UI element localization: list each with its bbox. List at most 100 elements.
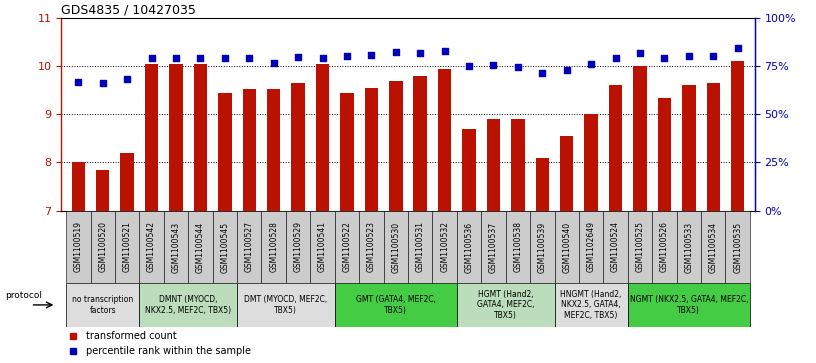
Text: NGMT (NKX2.5, GATA4, MEF2C,
TBX5): NGMT (NKX2.5, GATA4, MEF2C, TBX5): [630, 295, 748, 315]
Text: GSM1100541: GSM1100541: [318, 221, 327, 272]
Bar: [121, 153, 134, 211]
Text: GSM1100531: GSM1100531: [415, 221, 424, 272]
Bar: [237, 283, 335, 327]
Bar: [408, 211, 432, 283]
Point: [609, 55, 622, 61]
Point: [145, 55, 158, 61]
Bar: [414, 76, 427, 211]
Bar: [340, 93, 353, 211]
Bar: [164, 211, 188, 283]
Bar: [457, 283, 555, 327]
Bar: [365, 88, 378, 211]
Text: protocol: protocol: [5, 291, 42, 300]
Bar: [603, 211, 628, 283]
Point: [633, 50, 646, 56]
Text: GSM1100542: GSM1100542: [147, 221, 156, 272]
Bar: [438, 69, 451, 211]
Text: GSM1100534: GSM1100534: [709, 221, 718, 273]
Point: [121, 76, 134, 82]
Bar: [682, 86, 695, 211]
Bar: [72, 163, 85, 211]
Point: [731, 45, 744, 51]
Bar: [335, 211, 359, 283]
Text: GSM1100544: GSM1100544: [196, 221, 205, 273]
Bar: [584, 114, 598, 211]
Bar: [487, 119, 500, 211]
Bar: [628, 283, 750, 327]
Point: [707, 53, 720, 58]
Bar: [560, 136, 574, 211]
Point: [291, 54, 304, 60]
Bar: [213, 211, 237, 283]
Point: [658, 55, 671, 61]
Text: no transcription
factors: no transcription factors: [72, 295, 133, 315]
Point: [316, 55, 329, 61]
Bar: [481, 211, 506, 283]
Bar: [652, 211, 676, 283]
Bar: [628, 211, 652, 283]
Bar: [291, 83, 305, 211]
Bar: [145, 64, 158, 211]
Bar: [66, 211, 91, 283]
Point: [194, 55, 207, 61]
Bar: [701, 211, 725, 283]
Point: [242, 55, 255, 61]
Bar: [359, 211, 384, 283]
Point: [536, 70, 549, 76]
Bar: [457, 211, 481, 283]
Bar: [267, 89, 281, 211]
Text: transformed count: transformed count: [86, 331, 176, 341]
Text: GSM1102649: GSM1102649: [587, 221, 596, 272]
Point: [463, 64, 476, 69]
Text: GSM1100543: GSM1100543: [171, 221, 180, 273]
Text: GSM1100529: GSM1100529: [294, 221, 303, 272]
Bar: [316, 64, 329, 211]
Text: GSM1100524: GSM1100524: [611, 221, 620, 272]
Bar: [535, 158, 549, 211]
Point: [170, 55, 183, 61]
Text: GSM1100528: GSM1100528: [269, 221, 278, 272]
Bar: [633, 66, 647, 211]
Bar: [731, 61, 744, 211]
Text: HNGMT (Hand2,
NKX2.5, GATA4,
MEF2C, TBX5): HNGMT (Hand2, NKX2.5, GATA4, MEF2C, TBX5…: [561, 290, 622, 320]
Bar: [242, 89, 256, 211]
Bar: [530, 211, 555, 283]
Text: GSM1100530: GSM1100530: [392, 221, 401, 273]
Bar: [463, 129, 476, 211]
Bar: [725, 211, 750, 283]
Bar: [140, 211, 164, 283]
Text: GDS4835 / 10427035: GDS4835 / 10427035: [61, 4, 196, 17]
Point: [365, 52, 378, 58]
Text: DMNT (MYOCD,
NKX2.5, MEF2C, TBX5): DMNT (MYOCD, NKX2.5, MEF2C, TBX5): [145, 295, 231, 315]
Text: GSM1100519: GSM1100519: [73, 221, 82, 272]
Bar: [96, 170, 109, 211]
Point: [267, 60, 280, 66]
Text: GMT (GATA4, MEF2C,
TBX5): GMT (GATA4, MEF2C, TBX5): [356, 295, 436, 315]
Bar: [707, 83, 720, 211]
Text: GSM1100537: GSM1100537: [489, 221, 498, 273]
Bar: [389, 81, 402, 211]
Text: GSM1100526: GSM1100526: [660, 221, 669, 272]
Text: GSM1100520: GSM1100520: [98, 221, 107, 272]
Text: GSM1100532: GSM1100532: [440, 221, 449, 272]
Text: GSM1100539: GSM1100539: [538, 221, 547, 273]
Bar: [261, 211, 286, 283]
Bar: [506, 211, 530, 283]
Text: percentile rank within the sample: percentile rank within the sample: [86, 346, 251, 356]
Bar: [555, 211, 579, 283]
Bar: [140, 283, 237, 327]
Bar: [609, 86, 623, 211]
Bar: [193, 64, 207, 211]
Text: GSM1100522: GSM1100522: [343, 221, 352, 272]
Bar: [237, 211, 261, 283]
Bar: [432, 211, 457, 283]
Point: [584, 61, 597, 67]
Text: GSM1100538: GSM1100538: [513, 221, 522, 272]
Bar: [511, 119, 525, 211]
Bar: [310, 211, 335, 283]
Bar: [286, 211, 310, 283]
Bar: [169, 64, 183, 211]
Bar: [188, 211, 213, 283]
Bar: [335, 283, 457, 327]
Text: HGMT (Hand2,
GATA4, MEF2C,
TBX5): HGMT (Hand2, GATA4, MEF2C, TBX5): [477, 290, 534, 320]
